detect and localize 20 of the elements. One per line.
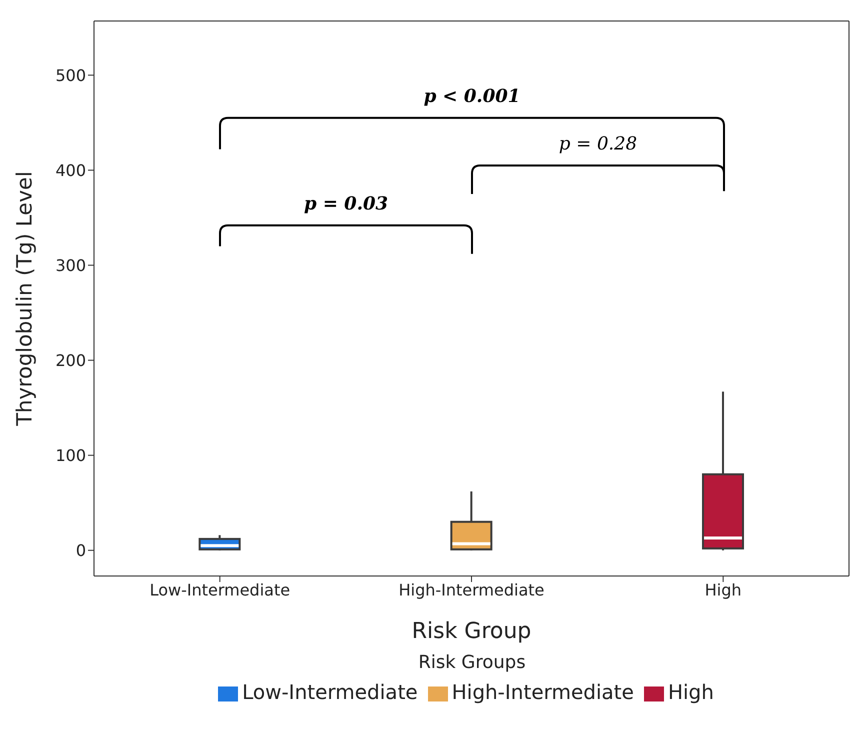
x-tick-label: High: [704, 580, 742, 600]
annotation: p = 0.03: [304, 193, 388, 214]
y-tick-label: 500: [55, 66, 86, 85]
legend-label: Low-Intermediate: [242, 680, 418, 704]
x-tick-label: High-Intermediate: [398, 580, 544, 600]
y-tick-label: 0: [76, 541, 86, 560]
legend-label: High: [668, 680, 714, 704]
y-axis-title: Thyroglobulin (Tg) Level: [12, 171, 36, 427]
y-tick-label: 200: [55, 350, 86, 370]
x-axis-title: Risk Group: [412, 619, 532, 644]
bracket: p = 0.03: [219, 193, 473, 254]
legend-title: Risk Groups: [418, 652, 526, 673]
annotation: p = 0.28: [558, 133, 638, 154]
annotation: p < 0.001: [424, 86, 520, 107]
legend-label: High-Intermediate: [452, 680, 634, 704]
bracket: p = 0.28: [471, 133, 725, 194]
x-tick-label: Low-Intermediate: [150, 580, 290, 600]
y-tick-label: 300: [55, 256, 86, 275]
y-tick-label: 400: [55, 160, 86, 180]
y-tick-label: 100: [55, 446, 86, 465]
